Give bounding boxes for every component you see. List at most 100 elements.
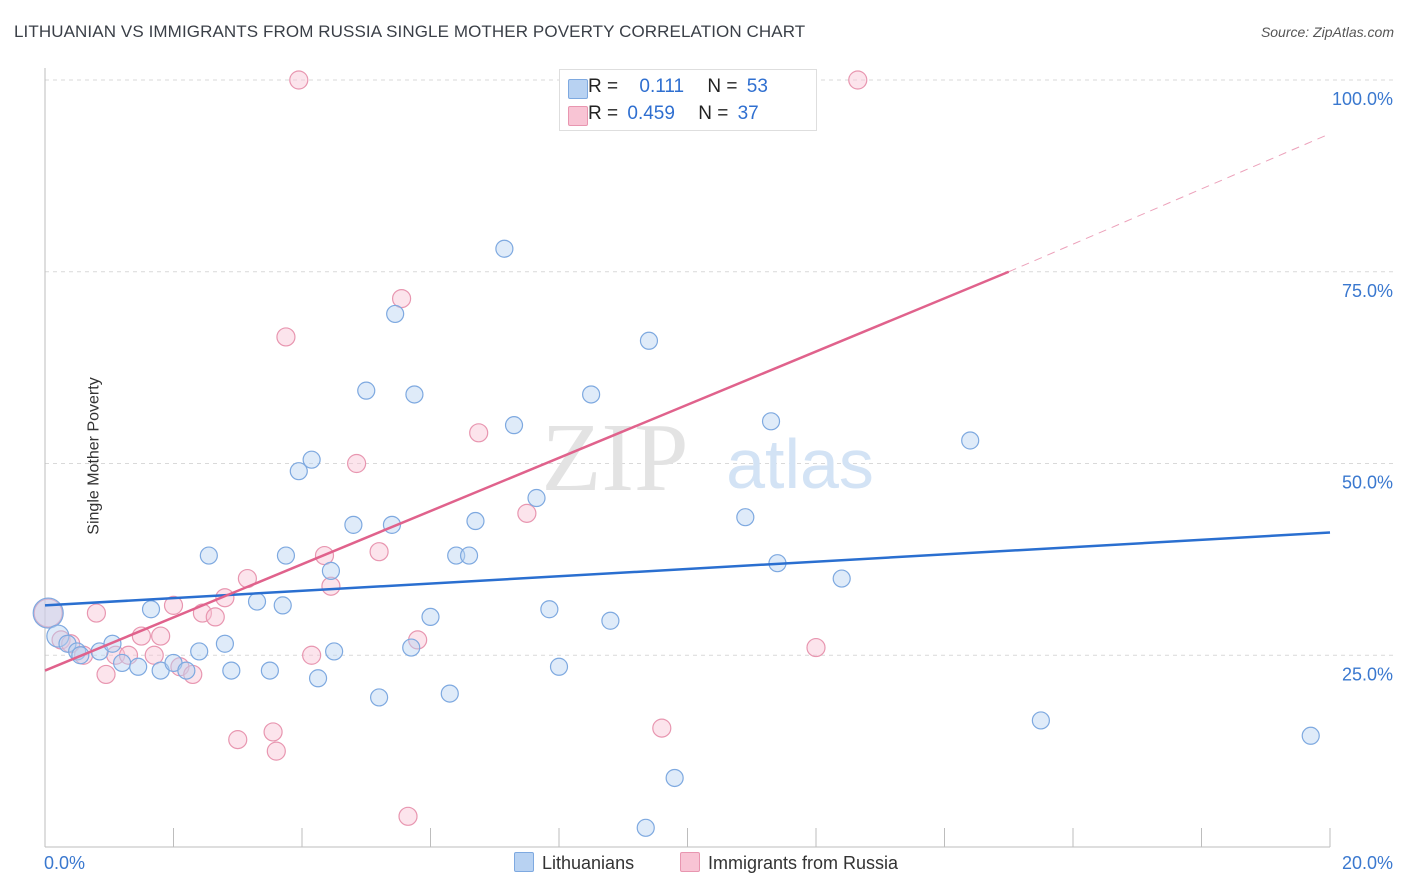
- trend-line-immigrants-from-russia: [44, 270, 1010, 672]
- pink-point: [848, 70, 868, 90]
- trend-line-lithuanians: [44, 531, 1331, 607]
- watermark: ZIP atlas: [542, 404, 874, 512]
- tick-labels: 25.0% 50.0% 75.0% 100.0% 0.0% 20.0%: [44, 89, 1393, 873]
- y-tick-label: 25.0%: [1342, 664, 1393, 684]
- pink-point: [347, 453, 367, 474]
- blue-point: [58, 634, 77, 653]
- chart-title: LITHUANIAN VS IMMIGRANTS FROM RUSSIA SIN…: [14, 22, 806, 41]
- blue-point: [177, 661, 196, 680]
- blue-point: [601, 611, 620, 630]
- blue-point: [260, 661, 279, 680]
- legend-n-label: N =: [698, 103, 729, 124]
- pink-point: [205, 607, 225, 627]
- blue-point: [832, 569, 851, 588]
- blue-point: [549, 657, 569, 676]
- trend-lines: [44, 133, 1331, 672]
- legend-n-value: 37: [737, 103, 759, 124]
- legend-r-value: 0.111: [639, 76, 685, 97]
- pink-point: [321, 576, 341, 596]
- blue-point: [466, 511, 485, 531]
- legend-r-label: R =: [588, 76, 619, 97]
- watermark-zip: ZIP: [542, 404, 689, 512]
- bottom-legend-label-immigrants-from-russia: Immigrants from Russia: [708, 853, 899, 873]
- correlation-legend: R = 0.111 N = 53 R = 0.459 N = 37: [559, 69, 817, 131]
- legend-swatch-blue: [568, 79, 588, 99]
- legend-n-label: N =: [707, 76, 738, 97]
- pink-point: [276, 327, 296, 347]
- blue-point: [447, 546, 466, 565]
- legend-n-value: 53: [746, 76, 768, 97]
- blue-point: [199, 546, 218, 565]
- blue-point: [46, 624, 70, 648]
- series-lithuanians-points: [32, 239, 1320, 837]
- legend-row-immigrants-from-russia: R = 0.459 N = 37: [568, 103, 759, 126]
- legend-r-value: 0.459: [627, 103, 675, 124]
- blue-point: [961, 431, 980, 450]
- blue-point: [504, 416, 524, 435]
- blue-point: [247, 592, 267, 611]
- blue-point: [112, 653, 132, 673]
- pink-point: [228, 730, 248, 750]
- pink-point: [369, 542, 389, 562]
- watermark-atlas: atlas: [726, 425, 874, 503]
- blue-point: [190, 642, 209, 661]
- blue-point: [402, 638, 421, 657]
- y-axis-label: Single Mother Poverty: [85, 377, 103, 535]
- blue-point: [325, 642, 344, 661]
- y-tick-label: 50.0%: [1342, 473, 1393, 493]
- blue-point: [540, 600, 559, 619]
- pink-point: [517, 503, 537, 523]
- blue-point: [495, 239, 514, 258]
- pink-point: [469, 423, 489, 443]
- pink-point: [86, 603, 107, 623]
- blue-point: [527, 488, 546, 508]
- bottom-legend-label-lithuanians: Lithuanians: [542, 853, 635, 873]
- x-tick-label: 0.0%: [44, 853, 85, 873]
- pink-point: [163, 595, 184, 615]
- blue-point: [276, 546, 296, 565]
- bottom-legend-swatch-pink: [680, 852, 700, 872]
- blue-point: [308, 669, 328, 688]
- bottom-legend-swatch-blue: [514, 852, 534, 872]
- y-tick-label: 100.0%: [1332, 89, 1393, 109]
- blue-point: [639, 331, 659, 350]
- blue-point: [344, 515, 363, 534]
- trend-line-extension: [1008, 133, 1331, 273]
- x-tick-label: 20.0%: [1342, 853, 1393, 873]
- blue-point: [665, 768, 684, 788]
- blue-point: [32, 597, 64, 629]
- pink-point: [289, 70, 309, 90]
- axes-layer: [44, 68, 1331, 848]
- pink-point: [302, 645, 322, 665]
- blue-point: [302, 450, 321, 469]
- legend-r-label: R =: [588, 103, 619, 124]
- blue-point: [215, 634, 234, 653]
- bottom-legend-lithuanians: Lithuanians: [514, 852, 634, 874]
- pink-point: [652, 718, 672, 738]
- bottom-legend-immigrants-from-russia: Immigrants from Russia: [680, 852, 898, 874]
- blue-point: [289, 462, 308, 481]
- blue-point: [405, 385, 424, 404]
- blue-point: [370, 688, 389, 707]
- blue-point: [761, 412, 781, 431]
- blue-point: [736, 508, 755, 527]
- blue-point: [636, 818, 655, 837]
- blue-point: [421, 607, 440, 627]
- blue-point: [222, 661, 241, 680]
- blue-point: [582, 385, 601, 404]
- y-axis-label-wrap: Single Mother Poverty: [16, 377, 173, 534]
- blue-point: [141, 600, 161, 619]
- pink-point: [151, 626, 171, 646]
- blue-point: [357, 381, 376, 400]
- blue-point: [273, 596, 292, 615]
- legend-swatch-pink: [568, 106, 588, 126]
- legend-row-lithuanians: R = 0.111 N = 53: [568, 76, 768, 99]
- blue-point: [1301, 726, 1320, 745]
- blue-point: [129, 657, 148, 676]
- pink-point: [806, 637, 826, 658]
- pink-point: [263, 722, 283, 742]
- blue-point: [459, 546, 479, 565]
- source-label: Source: ZipAtlas.com: [1260, 24, 1394, 40]
- pink-point: [398, 806, 418, 826]
